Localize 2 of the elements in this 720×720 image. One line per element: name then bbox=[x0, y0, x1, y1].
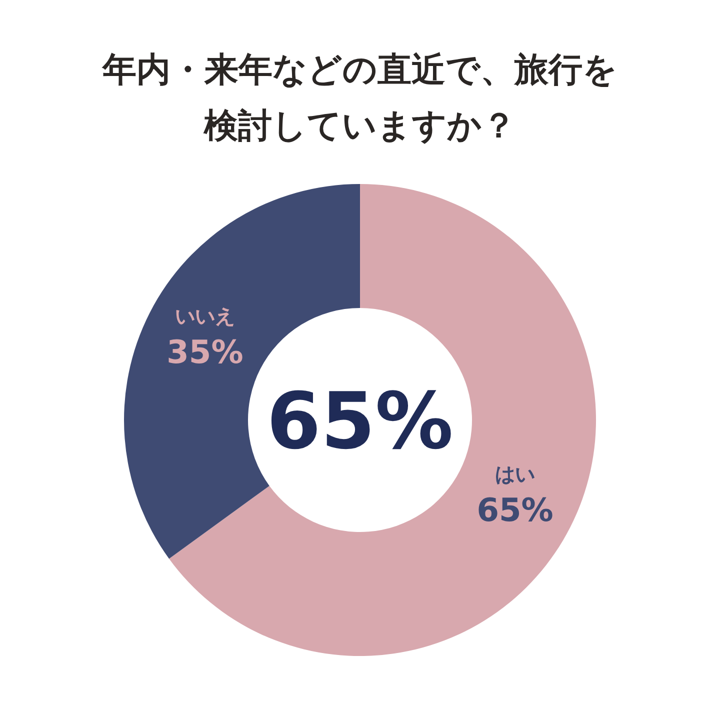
annotation: 65% bbox=[266, 377, 454, 467]
title: 年内・来年などの直近で、旅行を検討していますか？ bbox=[100, 49, 618, 148]
